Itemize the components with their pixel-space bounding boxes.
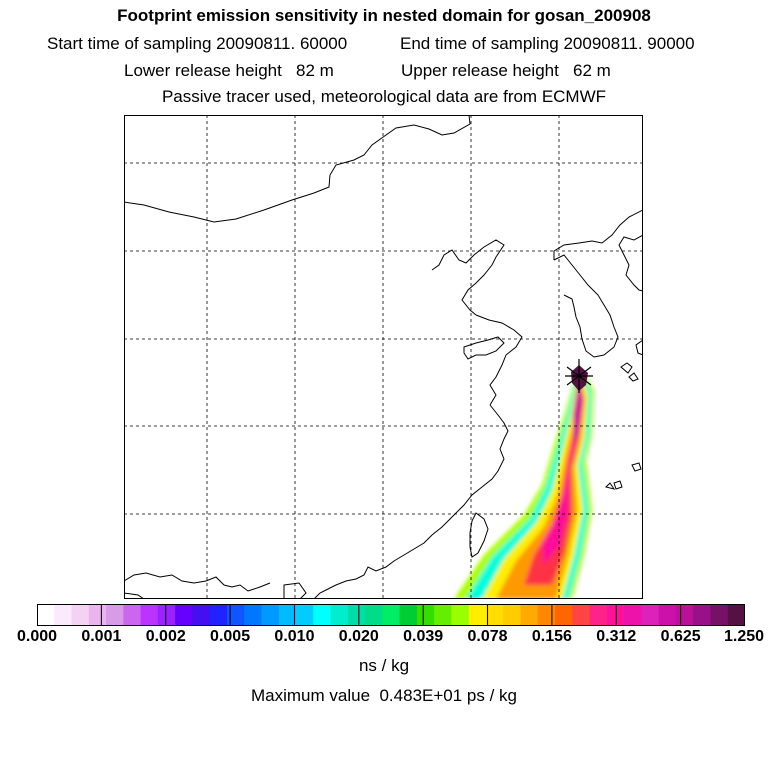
colorbar-segment [244,604,262,626]
colorbar-tick-label: 0.078 [467,628,508,645]
colorbar-segment [54,604,73,626]
colorbar-tick-label: 0.625 [660,628,701,645]
colorbar-segment [693,604,711,626]
colorbar-segment [520,604,539,626]
colorbar-segment [589,604,608,626]
colorbar-tick-label: 0.010 [274,628,315,645]
colorbar-segment [555,604,573,626]
colorbar-segment [88,604,107,626]
plume-red [524,377,582,585]
maximum-value-label: Maximum value 0.483E+01 ps / kg [251,686,517,705]
colorbar-segment [641,604,660,626]
coastlines [124,115,643,599]
colorbar-segment [399,604,418,626]
upper-release-label: Upper release height 62 m [401,61,611,80]
graticule [124,115,643,599]
receptor-star-icon [565,359,593,393]
colorbar-tick-label: 0.000 [16,628,58,645]
plume-magenta [573,377,583,445]
colorbar-segment [365,604,383,626]
colorbar-tick-label: 0.001 [81,628,122,645]
colorbar-segment [451,604,470,626]
colorbar-tick-label: 0.312 [596,628,637,645]
colorbar-segment [226,604,245,626]
colorbar-segment [71,604,90,626]
receptor-core [565,359,593,393]
colorbar-tick-label: 0.002 [145,628,186,645]
colorbar-segment [468,604,487,626]
colorbar-segment [37,604,55,626]
colorbar-segment [157,604,176,626]
colorbar [37,604,745,626]
colorbar-segment [261,604,280,626]
colorbar-segment [330,604,349,626]
colorbar-segment [606,604,625,626]
colorbar-segment [485,604,504,626]
start-time-label: Start time of sampling 20090811. 60000 [47,34,348,53]
colorbar-segment [140,604,159,626]
colorbar-segment [727,604,745,626]
colorbar-segment [175,604,193,626]
colorbar-segment [123,604,142,626]
colorbar-segment [278,604,297,626]
footprint-map [124,115,643,599]
colorbar-segment [434,604,452,626]
colorbar-units: ns / kg [358,656,410,675]
plot-title: Footprint emission sensitivity in nested… [117,6,651,25]
colorbar-segment [209,604,228,626]
end-time-label: End time of sampling 20090811. 90000 [400,34,695,53]
colorbar-segment [382,604,401,626]
plume-pink [542,381,580,565]
colorbar-segment [658,604,677,626]
colorbar-segment [572,604,591,626]
tracer-note: Passive tracer used, meteorological data… [161,87,607,106]
colorbar-frame [37,604,745,626]
lower-release-label: Lower release height 82 m [124,61,334,80]
colorbar-segment [503,604,522,626]
colorbar-tick-label: 0.156 [531,628,572,645]
colorbar-segment [675,604,694,626]
footprint-plume [454,365,594,599]
colorbar-segment [537,604,556,626]
colorbar-segment [347,604,366,626]
colorbar-segment [313,604,332,626]
colorbar-tick-label: 0.039 [403,628,444,645]
colorbar-tick-label: 0.005 [210,628,251,645]
colorbar-segment [624,604,642,626]
colorbar-tick-label: 1.250 [723,628,765,645]
colorbar-segment [416,604,435,626]
colorbar-segment [710,604,729,626]
map-frame [124,115,643,599]
colorbar-segment [192,604,211,626]
colorbar-segment [296,604,314,626]
colorbar-segment [106,604,124,626]
colorbar-tick-label: 0.020 [338,628,379,645]
